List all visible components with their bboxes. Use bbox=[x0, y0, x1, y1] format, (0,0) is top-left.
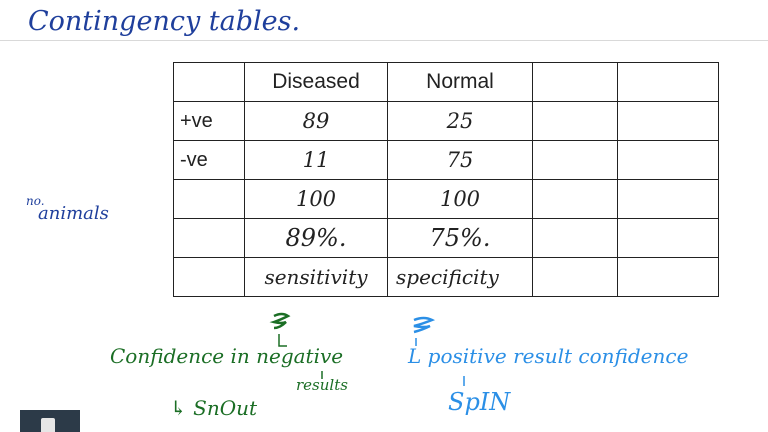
cell-specificity-percent: 75%. bbox=[387, 218, 533, 258]
header-normal: Normal bbox=[387, 62, 533, 102]
cell-true-positive: 89 bbox=[244, 101, 388, 141]
table-cell bbox=[617, 179, 719, 219]
table-row: 100 100 bbox=[173, 179, 719, 219]
cell-sensitivity-label: sensitivity bbox=[244, 257, 388, 297]
cell-total-normal: 100 bbox=[387, 179, 533, 219]
sensitivity-mnemonic: ↳ SnOut bbox=[170, 396, 258, 420]
page-divider bbox=[0, 40, 768, 41]
note-title: Contingency tables. bbox=[28, 6, 301, 37]
table-row: sensitivity specificity bbox=[173, 257, 719, 297]
specificity-meaning: L positive result confidence bbox=[408, 344, 689, 368]
sensitivity-hook bbox=[278, 334, 287, 347]
row-label-negative: -ve bbox=[173, 140, 245, 180]
sensitivity-meaning-2: results bbox=[296, 376, 348, 394]
table-cell bbox=[617, 218, 719, 258]
cell-specificity-label: specificity bbox=[387, 257, 533, 297]
table-row: 89%. 75%. bbox=[173, 218, 719, 258]
cell-true-negative: 75 bbox=[387, 140, 533, 180]
header-diseased: Diseased bbox=[244, 62, 388, 102]
cell-false-positive: 25 bbox=[387, 101, 533, 141]
tool-icon[interactable] bbox=[41, 418, 55, 432]
cell-false-negative: 11 bbox=[244, 140, 388, 180]
side-note-superscript: no. bbox=[26, 194, 45, 208]
contingency-table: Diseased Normal +ve 89 25 -ve 11 75 100 … bbox=[173, 62, 719, 297]
table-header-row: Diseased Normal bbox=[173, 62, 719, 102]
header-cell-empty bbox=[173, 62, 245, 102]
row-label-measure bbox=[173, 257, 245, 297]
table-cell bbox=[532, 179, 618, 219]
specificity-mnemonic: SpIN bbox=[448, 388, 511, 416]
table-row: +ve 89 25 bbox=[173, 101, 719, 141]
table-cell bbox=[617, 257, 719, 297]
table-cell bbox=[532, 257, 618, 297]
side-note-animals: animals bbox=[38, 203, 109, 224]
sensitivity-meaning: Confidence in negative bbox=[110, 344, 344, 368]
sensitivity-squiggle bbox=[269, 312, 291, 330]
row-label-percent bbox=[173, 218, 245, 258]
specificity-squiggle bbox=[413, 316, 436, 334]
table-cell bbox=[617, 101, 719, 141]
